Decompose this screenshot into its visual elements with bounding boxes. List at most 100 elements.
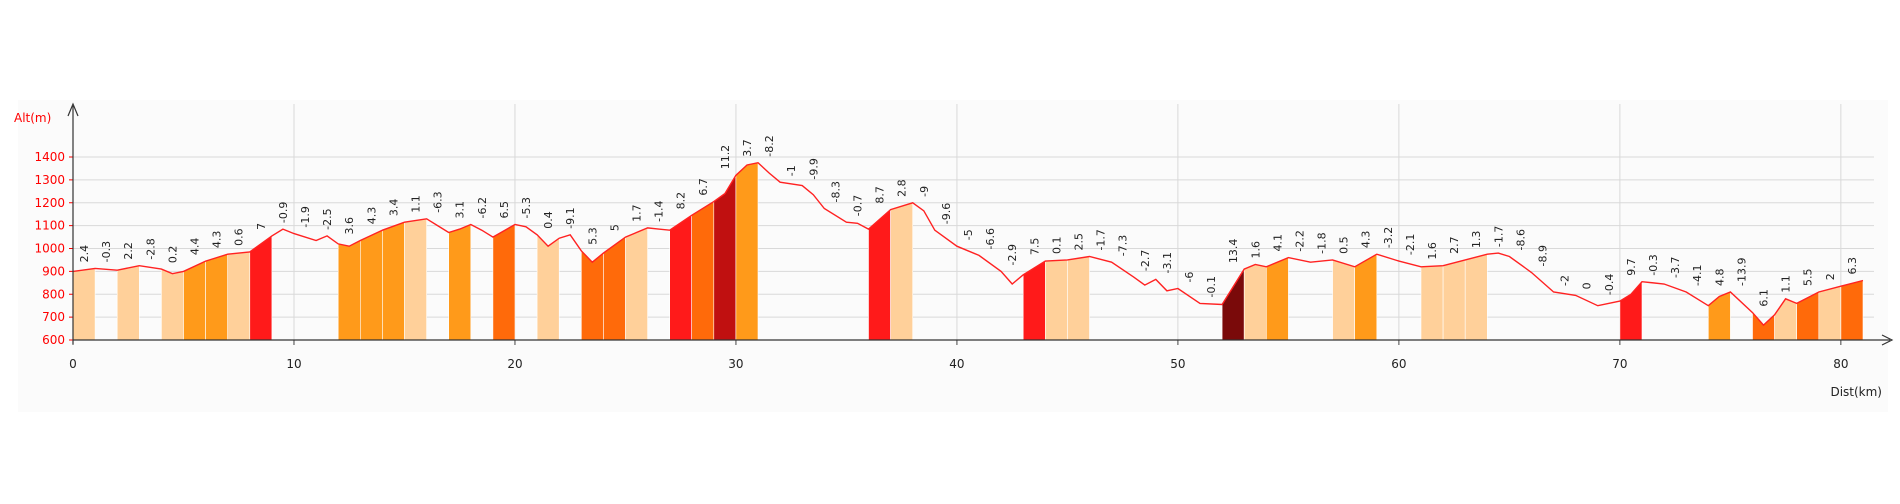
- grade-segment-fill: [1420, 265, 1444, 341]
- grade-label: -5.3: [520, 197, 533, 218]
- grade-label: 6.3: [1846, 257, 1859, 275]
- grade-segment-fill: [72, 268, 96, 341]
- grade-segment-fill: [1442, 259, 1466, 341]
- grade-label: 1.1: [409, 195, 422, 213]
- x-tick-label: 80: [1833, 357, 1848, 371]
- y-tick-label: 1100: [34, 219, 65, 233]
- grade-segment-fill: [492, 223, 516, 341]
- grade-label: -2.2: [1293, 230, 1306, 251]
- grade-label: 0.1: [1050, 236, 1063, 254]
- grade-segment-fill: [382, 221, 405, 341]
- grade-label: -0.7: [851, 195, 864, 216]
- grade-segment-fill: [1332, 259, 1355, 341]
- grade-label: 4.8: [1713, 268, 1726, 286]
- grade-label: 13.4: [1227, 239, 1240, 264]
- grade-label: 5.3: [586, 227, 599, 245]
- grade-segment-fill: [691, 201, 715, 341]
- grade-segment-fill: [868, 208, 891, 341]
- grade-segment-fill: [1045, 259, 1068, 341]
- grade-label: 7: [255, 223, 268, 230]
- y-axis-title: Alt(m): [14, 111, 51, 125]
- grade-label: 3.7: [741, 139, 754, 157]
- grade-label: -9.1: [564, 207, 577, 228]
- grade-label: 11.2: [719, 145, 732, 170]
- grade-segment-fill: [205, 253, 228, 341]
- grade-label: 4.3: [365, 207, 378, 225]
- grade-label-layer: 2.4 -0.3 2.2 -2.8 0.2 4.4 4.3 0.6 7 -0.9 -1.9 -2.5 3…: [78, 135, 1859, 306]
- y-tick-label: 900: [42, 264, 65, 278]
- grade-fill-layer: [72, 162, 1864, 341]
- grade-label: 1.6: [1426, 242, 1439, 260]
- grade-label: -8.9: [1537, 245, 1550, 266]
- grade-label: 2: [1824, 273, 1837, 280]
- grade-label: 2.8: [896, 179, 909, 197]
- grade-segment-fill: [1266, 257, 1289, 341]
- grade-label: 4.1: [1271, 234, 1284, 252]
- grade-segment-fill: [227, 251, 251, 341]
- grade-label: -13.9: [1735, 258, 1748, 286]
- grade-segment-fill: [183, 260, 206, 341]
- x-tick-label: 70: [1612, 357, 1627, 371]
- y-tick-label: 600: [42, 333, 65, 347]
- grade-segment-fill: [536, 234, 560, 341]
- chart-background: [18, 100, 1888, 412]
- grade-segment-fill: [337, 240, 361, 341]
- y-tick-label: 800: [42, 287, 65, 301]
- x-tick-label: 50: [1170, 357, 1185, 371]
- grade-label: -0.1: [1205, 276, 1218, 297]
- grade-label: -6.2: [476, 197, 489, 218]
- grade-label: -0.3: [100, 241, 113, 262]
- y-tick-label: 1300: [34, 173, 65, 187]
- grade-label: -1.9: [299, 206, 312, 227]
- x-tick-label: 0: [69, 357, 77, 371]
- y-tick-label: 1400: [34, 150, 65, 164]
- grade-segment-fill: [1243, 264, 1267, 341]
- grade-label: 2.2: [122, 242, 135, 259]
- grade-label: -9.9: [807, 158, 820, 179]
- grade-label: 6.1: [1757, 289, 1770, 307]
- grade-label: -6.3: [432, 191, 445, 212]
- grade-label: -1.7: [1095, 229, 1108, 250]
- grade-label: -1.4: [653, 200, 666, 221]
- grade-label: -2: [1559, 275, 1572, 286]
- grade-segment-fill: [1818, 285, 1842, 341]
- grade-label: 4.3: [1360, 231, 1373, 249]
- grade-segment-fill: [735, 162, 759, 341]
- grade-label: 2.5: [1073, 233, 1086, 251]
- x-tick-label: 40: [949, 357, 964, 371]
- grade-label: -1: [785, 165, 798, 176]
- grade-label: -4.1: [1691, 265, 1704, 286]
- x-tick-label: 30: [728, 357, 743, 371]
- grade-label: -7.3: [1117, 235, 1130, 256]
- grade-label: 0.4: [542, 211, 555, 229]
- grade-label: -2.9: [1006, 244, 1019, 265]
- grade-label: 7.5: [1028, 238, 1041, 256]
- grade-label: -5: [962, 229, 975, 240]
- grade-label: -6: [1183, 272, 1196, 283]
- x-axis-arrow: [1881, 334, 1894, 346]
- y-tick-label: 1200: [34, 196, 65, 210]
- grade-label: -8.6: [1514, 229, 1527, 250]
- grade-label: 8.7: [874, 186, 887, 204]
- x-tick-label: 60: [1391, 357, 1406, 371]
- grade-label: -8.2: [763, 135, 776, 156]
- grade-segment-fill: [580, 250, 604, 341]
- x-tick-label: 10: [286, 357, 301, 371]
- grade-segment-fill: [1840, 280, 1864, 341]
- grade-label: 1.6: [1249, 241, 1262, 259]
- y-tick-label: 700: [42, 310, 65, 324]
- grade-label: -0.9: [277, 202, 290, 223]
- grade-segment-fill: [116, 265, 140, 341]
- grade-segment-fill: [669, 214, 693, 341]
- grade-label: 4.4: [188, 238, 201, 256]
- grade-label: -2.8: [144, 238, 157, 259]
- grade-segment-fill: [1067, 256, 1090, 341]
- grade-label: -2.7: [1139, 250, 1152, 271]
- grade-label: -3.7: [1669, 257, 1682, 278]
- grade-segment-fill: [161, 268, 184, 341]
- grade-label: 3.6: [343, 217, 356, 235]
- grade-label: 0.2: [166, 246, 179, 264]
- grade-segment-fill: [1354, 253, 1378, 341]
